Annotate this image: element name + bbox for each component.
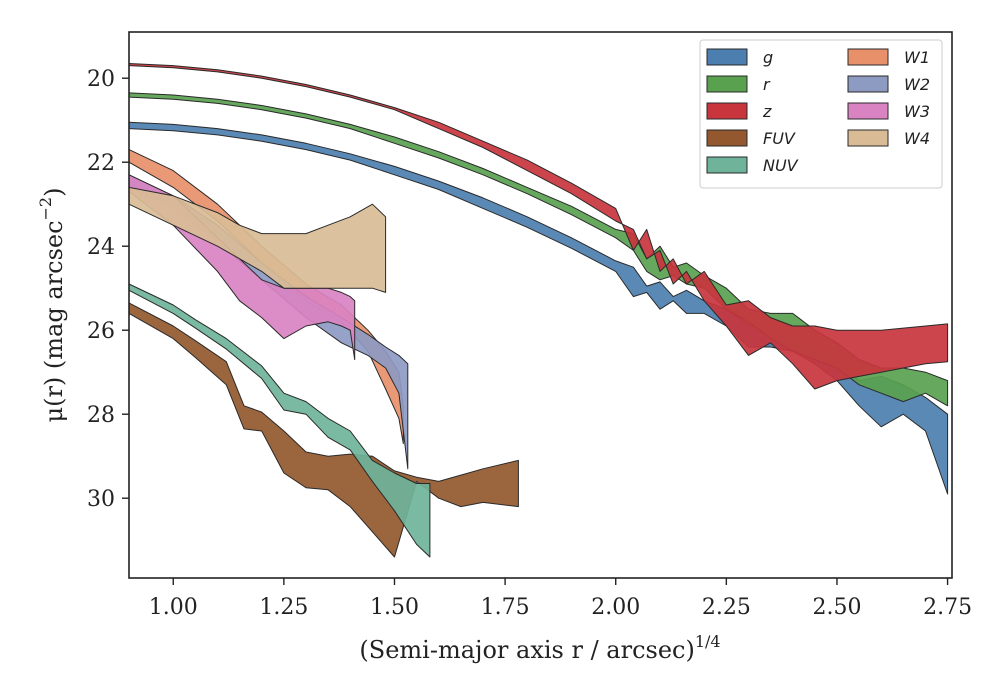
legend-label-w3: W3	[904, 102, 930, 121]
legend-label-w2: W2	[904, 75, 930, 94]
band-w4	[128, 186, 387, 293]
bands-layer	[128, 63, 949, 558]
y-tick-label: 22	[87, 151, 115, 176]
legend-swatch-w2	[847, 75, 889, 93]
legend-label-r: r	[763, 75, 771, 94]
x-tick-label: 1.25	[259, 595, 308, 620]
legend-label-w4: W4	[904, 129, 930, 148]
x-tick-label: 2.75	[923, 595, 972, 620]
x-tick-label: 2.25	[702, 595, 751, 620]
y-tick-label: 30	[87, 487, 115, 512]
axes-frame	[128, 31, 953, 579]
legend-label-fuv: FUV	[763, 129, 796, 148]
legend-label-nuv: NUV	[763, 156, 799, 175]
legend-swatch-w4	[847, 129, 889, 147]
legend-swatch-w1	[847, 48, 889, 66]
y-axis-label: μ(r) (mag arcsec−2)	[36, 188, 68, 423]
legend-swatch-z	[706, 102, 748, 120]
x-tick-label: 1.50	[370, 595, 419, 620]
band-fuv	[128, 302, 519, 558]
legend-label-z: z	[762, 102, 772, 121]
y-tick-label: 28	[87, 403, 115, 428]
y-tick-label: 20	[87, 67, 115, 92]
y-tick-label: 26	[87, 319, 115, 344]
x-axis-label: (Semi-major axis r / arcsec)1/4	[359, 632, 720, 664]
legend-label-g: g	[763, 48, 773, 67]
x-tick-label: 2.50	[812, 595, 861, 620]
legend-swatch-w3	[847, 102, 889, 120]
legend-swatch-nuv	[706, 156, 748, 174]
legend-swatch-g	[706, 48, 748, 66]
legend-swatch-fuv	[706, 129, 748, 147]
ticks-layer: 1.00 1.25 1.50 1.75 2.00 2.25 2.50 2.75 20 22 24 26…	[87, 67, 972, 620]
x-tick-label: 1.75	[481, 595, 530, 620]
legend-label-w1: W1	[904, 48, 930, 67]
y-tick-label: 24	[87, 235, 115, 260]
x-tick-label: 2.00	[591, 595, 640, 620]
legend: grz FUV NUV W1 W2 W3 W4	[699, 39, 943, 189]
legend-swatch-r	[706, 75, 748, 93]
band-g	[128, 121, 949, 495]
x-tick-label: 1.00	[149, 595, 198, 620]
band-nuv	[128, 283, 431, 558]
band-z	[128, 63, 949, 390]
